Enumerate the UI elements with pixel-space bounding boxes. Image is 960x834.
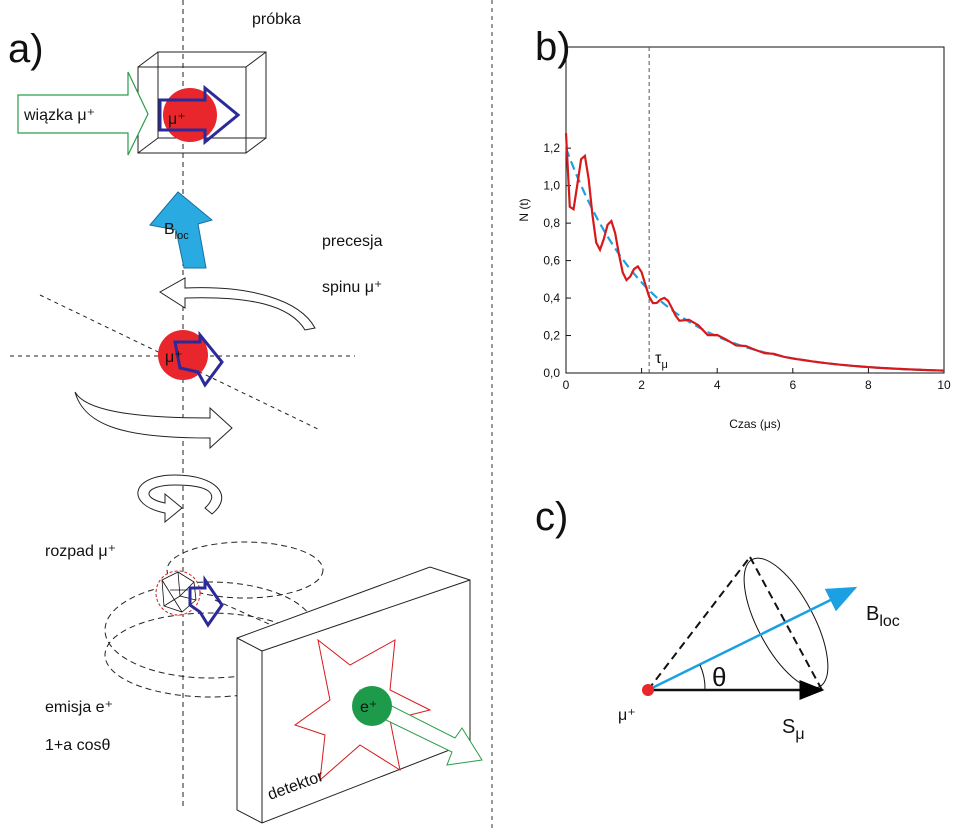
spin-sub: μ — [795, 726, 804, 743]
x-axis-label: Czas (μs) — [729, 417, 781, 431]
y-tick-label: 1,2 — [543, 141, 560, 155]
figure: a) b) c) próbka wiązka μ⁺ μ⁺ Bloc preces… — [0, 0, 960, 829]
spin-symbol: S — [782, 716, 795, 738]
plot-frame — [566, 47, 944, 373]
cone-edge — [750, 557, 822, 690]
muon-dot — [642, 684, 654, 696]
y-tick-label: 0,2 — [543, 329, 560, 343]
precession-arrow — [75, 392, 232, 448]
positron-label: e⁺ — [360, 699, 377, 716]
field-sub: loc — [175, 230, 190, 242]
emission-label: emisja e⁺ — [45, 699, 113, 716]
x-tick-label: 4 — [714, 378, 721, 392]
sample-label: próbka — [252, 11, 301, 28]
rotation-arrow — [138, 475, 222, 522]
field-sub: loc — [879, 613, 899, 630]
cone-edge — [648, 557, 750, 690]
y-tick-label: 0,4 — [543, 291, 560, 305]
annotation-sub: μ — [661, 359, 667, 371]
muon-label: μ⁺ — [168, 111, 186, 128]
x-tick-label: 10 — [937, 378, 951, 392]
panel-label: a) — [8, 27, 44, 71]
y-tick-label: 0,6 — [543, 254, 560, 268]
precession-label: precesja — [322, 233, 383, 250]
spin-label: Sμ — [782, 716, 805, 743]
x-tick-label: 2 — [638, 378, 645, 392]
beam-label: wiązka μ⁺ — [23, 107, 95, 124]
y-tick-label: 1,0 — [543, 179, 560, 193]
panel-label: c) — [535, 495, 568, 539]
series-line — [566, 148, 944, 370]
x-tick-label: 8 — [865, 378, 872, 392]
field-symbol: B — [866, 603, 879, 625]
x-tick-label: 0 — [563, 378, 570, 392]
emission-label: 1+a cosθ — [45, 737, 110, 754]
decay-label: rozpad μ⁺ — [45, 543, 116, 560]
field-vector — [648, 588, 855, 690]
series-line — [566, 133, 944, 370]
y-tick-label: 0,8 — [543, 216, 560, 230]
angle-arc — [700, 665, 705, 690]
angle-label: θ — [712, 662, 726, 692]
muon-label: μ⁺ — [618, 707, 636, 724]
annotation: τμ — [655, 350, 668, 371]
precession-arrow — [160, 278, 315, 330]
y-tick-label: 0,0 — [543, 366, 560, 380]
chart: 0 2 4 6 8 10 0,0 0,2 0,4 0,6 0,8 1,0 1,2 τμ — [543, 47, 951, 392]
x-tick-label: 6 — [789, 378, 796, 392]
field-label: Bloc — [866, 603, 900, 630]
panel-label: b) — [535, 25, 571, 69]
y-axis-label: N (t) — [517, 198, 531, 221]
muon-label: μ⁺ — [165, 349, 183, 366]
precession-label: spinu μ⁺ — [322, 279, 382, 296]
field-symbol: B — [164, 221, 175, 238]
